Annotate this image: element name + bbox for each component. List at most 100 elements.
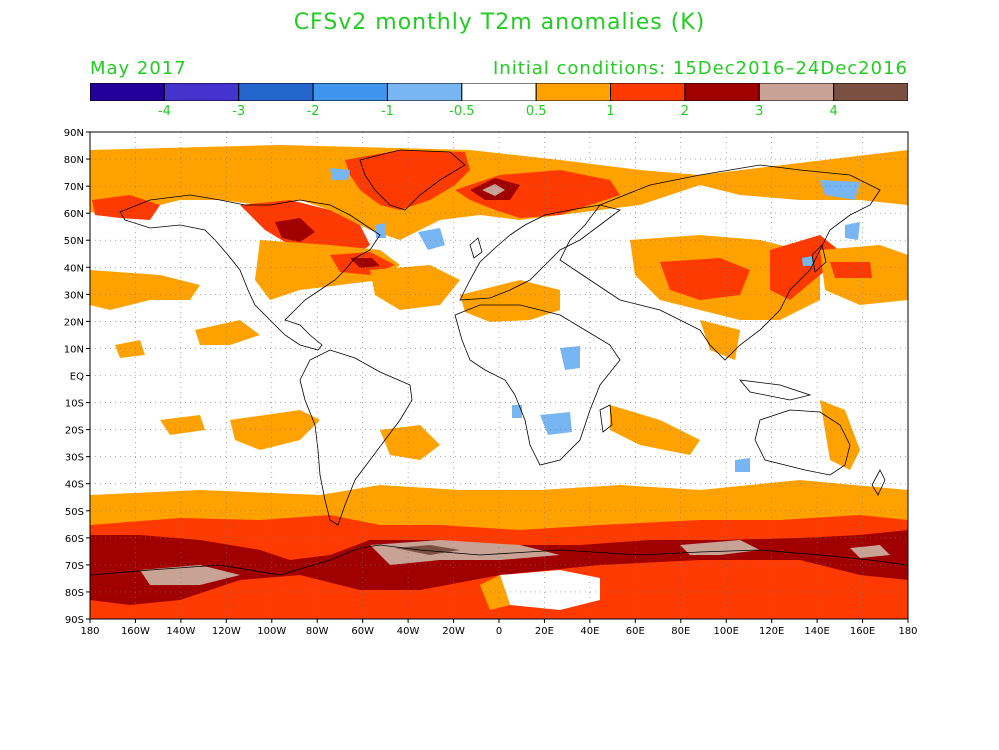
longitude-tick-label: 120E	[759, 626, 784, 637]
colorbar-label: -3	[232, 104, 246, 119]
latitude-tick-label: 90S	[65, 615, 84, 626]
latitude-tick-label: 50N	[64, 236, 84, 247]
latitude-tick-label: EQ	[70, 372, 84, 383]
longitude-tick-label: 160W	[121, 626, 150, 637]
longitude-tick-label: 80E	[671, 626, 690, 637]
longitude-tick-label: 20E	[535, 626, 554, 637]
anomaly-region-india	[700, 320, 740, 360]
cold-region-gulf-of-guinea	[512, 405, 522, 418]
coastline-asia	[559, 164, 881, 361]
forecast-month: May 2017	[90, 58, 187, 79]
longitude-tick-label: 60W	[351, 626, 374, 637]
anomaly-region-australia-east	[820, 400, 860, 470]
colorbar-label: 2	[680, 104, 690, 119]
coastline-antarctica	[90, 544, 908, 576]
coastline-south-america	[299, 349, 413, 526]
cold-anomalies	[330, 168, 860, 472]
latitude-tick-label: 30N	[64, 290, 84, 301]
colorbar-bin	[833, 83, 908, 101]
anomaly-region-alaska	[92, 195, 160, 220]
coastline-madagascar	[599, 404, 613, 433]
anomaly-region-east-pacific	[195, 320, 260, 345]
longitude-tick-label: 160E	[850, 626, 875, 637]
anomaly-region-north-atlantic	[370, 265, 460, 310]
latitude-tick-label: 60S	[65, 534, 84, 545]
coastline-africa	[454, 304, 621, 466]
cold-region-japan	[802, 256, 814, 266]
anomaly-region-central-asia-warm	[660, 258, 750, 300]
anomaly-region-mediterranean	[460, 280, 560, 322]
latitude-tick-label: 70N	[64, 182, 84, 193]
cold-region-australia	[735, 458, 750, 472]
colorbar-label: -2	[306, 104, 320, 119]
latitude-tick-label: 20N	[64, 317, 84, 328]
colorbar-label: -0.5	[449, 104, 475, 119]
neutral-region-antarctic-interior	[500, 570, 600, 610]
colorbar-label: -4	[157, 104, 171, 119]
initial-conditions: Initial conditions: 15Dec2016–24Dec2016	[492, 58, 908, 79]
colorbar-label: -1	[380, 104, 394, 119]
anomaly-region-canada-peak	[275, 218, 315, 242]
coastline-indonesia	[739, 379, 812, 401]
coastline-australia	[754, 409, 851, 476]
colorbar-labels: -4 -3 -2 -1 -0.5 0.5 1 2 3 4	[90, 104, 908, 120]
anomaly-region-weddell-max	[395, 545, 460, 555]
latitude-axis: 90N 80N 70N 60N 50N 40N 30N 20N 10N EQ 10S 20S 30S 40…	[64, 128, 90, 626]
anomaly-region-indian-ocean	[610, 405, 700, 455]
colorbar-label: 0.5	[525, 104, 547, 119]
graticule	[90, 132, 908, 619]
coastline-north-america	[119, 194, 381, 351]
longitude-tick-label: 60E	[626, 626, 645, 637]
cold-region-labrador-sea	[375, 223, 386, 238]
longitude-axis: 180 160W 140W 120W 100W 80W 60W 40W 20W 0 20E 40E 60…	[80, 619, 918, 637]
colorbar-label: 3	[755, 104, 764, 119]
colorbar	[90, 83, 908, 101]
latitude-tick-label: 90N	[64, 128, 84, 139]
longitude-tick-label: 180	[80, 626, 99, 637]
anomaly-region-ross-sea	[140, 565, 240, 585]
latitude-tick-label: 10S	[65, 399, 84, 410]
latitude-tick-label: 80S	[65, 588, 84, 599]
cold-region-hudson-bay	[330, 168, 350, 180]
longitude-tick-label: 140E	[804, 626, 829, 637]
latitude-tick-label: 10N	[64, 344, 84, 355]
coastline-greenland	[359, 149, 466, 211]
latitude-tick-label: 30S	[65, 453, 84, 464]
latitude-tick-label: 20S	[65, 426, 84, 437]
anomaly-region-northwest-pacific-warm	[830, 262, 872, 278]
anomaly-region-pacific-sector	[850, 545, 890, 558]
cold-region-siberia	[820, 180, 860, 200]
cold-region-atlantic	[418, 228, 445, 250]
anomaly-region-south-atlantic	[380, 425, 440, 460]
longitude-tick-label: 120W	[212, 626, 241, 637]
cold-region-southern-africa	[540, 412, 572, 435]
latitude-tick-label: 50S	[65, 507, 84, 518]
latitude-tick-label: 70S	[65, 561, 84, 572]
longitude-tick-label: 20W	[442, 626, 465, 637]
latitude-tick-label: 40S	[65, 480, 84, 491]
anomaly-region-south-pacific-east	[160, 415, 205, 435]
anomaly-region-south-pacific	[230, 410, 320, 450]
anomaly-region-antarctic-interior	[480, 575, 510, 610]
colorbar-label: 1	[606, 104, 615, 119]
latitude-tick-label: 60N	[64, 209, 84, 220]
latitude-tick-label: 80N	[64, 155, 84, 166]
latitude-tick-label: 40N	[64, 263, 84, 274]
longitude-tick-label: 100E	[714, 626, 739, 637]
anomaly-region-north-pacific	[90, 270, 200, 310]
cold-region-central-africa	[560, 346, 580, 370]
longitude-tick-label: 180	[898, 626, 917, 637]
anomaly-region-indian-sector	[680, 540, 760, 555]
longitude-tick-label: 0	[496, 626, 502, 637]
coastlines	[90, 149, 908, 576]
anomaly-region-tropical-pacific	[115, 340, 145, 358]
coastline-europe	[459, 204, 621, 301]
longitude-tick-label: 140W	[166, 626, 195, 637]
longitude-tick-label: 80W	[306, 626, 329, 637]
longitude-tick-label: 100W	[257, 626, 286, 637]
coastline-japan	[811, 244, 827, 273]
colorbar-label: 4	[829, 104, 838, 119]
map-title: CFSv2 monthly T2m anomalies (K)	[293, 10, 706, 35]
coastline-new-zealand	[871, 469, 886, 496]
